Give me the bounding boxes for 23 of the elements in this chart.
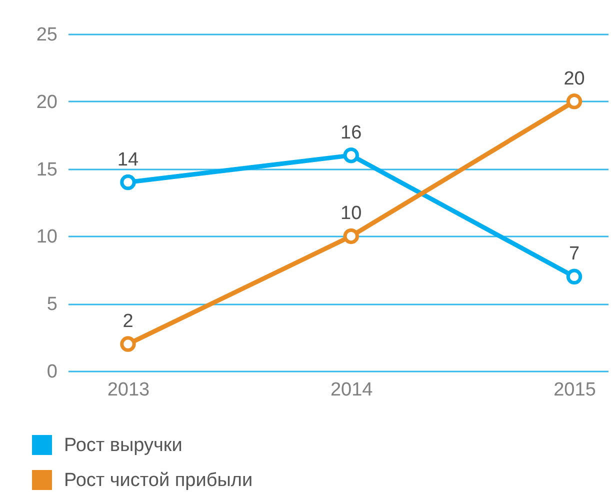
y-tick-label: 0 — [46, 362, 58, 382]
point — [120, 174, 136, 190]
point — [120, 336, 136, 352]
legend-label: Рост выручки — [64, 435, 182, 456]
x-tick-label: 2014 — [330, 380, 374, 400]
point — [343, 147, 359, 164]
y-tick-label: 10 — [36, 226, 58, 248]
data-label: 20 — [564, 68, 585, 90]
point — [343, 228, 359, 244]
data-label: 10 — [340, 203, 362, 224]
x-tick-label: 2015 — [554, 380, 596, 400]
data-label: 2 — [122, 311, 134, 332]
data-label: 7 — [568, 244, 580, 265]
y-tick-label: 20 — [36, 92, 58, 113]
data-label: 14 — [117, 149, 139, 170]
point — [566, 268, 582, 284]
x-tick-label: 2013 — [107, 380, 150, 400]
data-label: 16 — [340, 122, 362, 144]
y-tick-label: 15 — [36, 159, 58, 180]
y-tick-label: 25 — [36, 24, 58, 46]
legend-label: Рост чистой прибыли — [64, 470, 253, 491]
y-tick-label: 5 — [46, 294, 58, 316]
point — [566, 94, 582, 110]
